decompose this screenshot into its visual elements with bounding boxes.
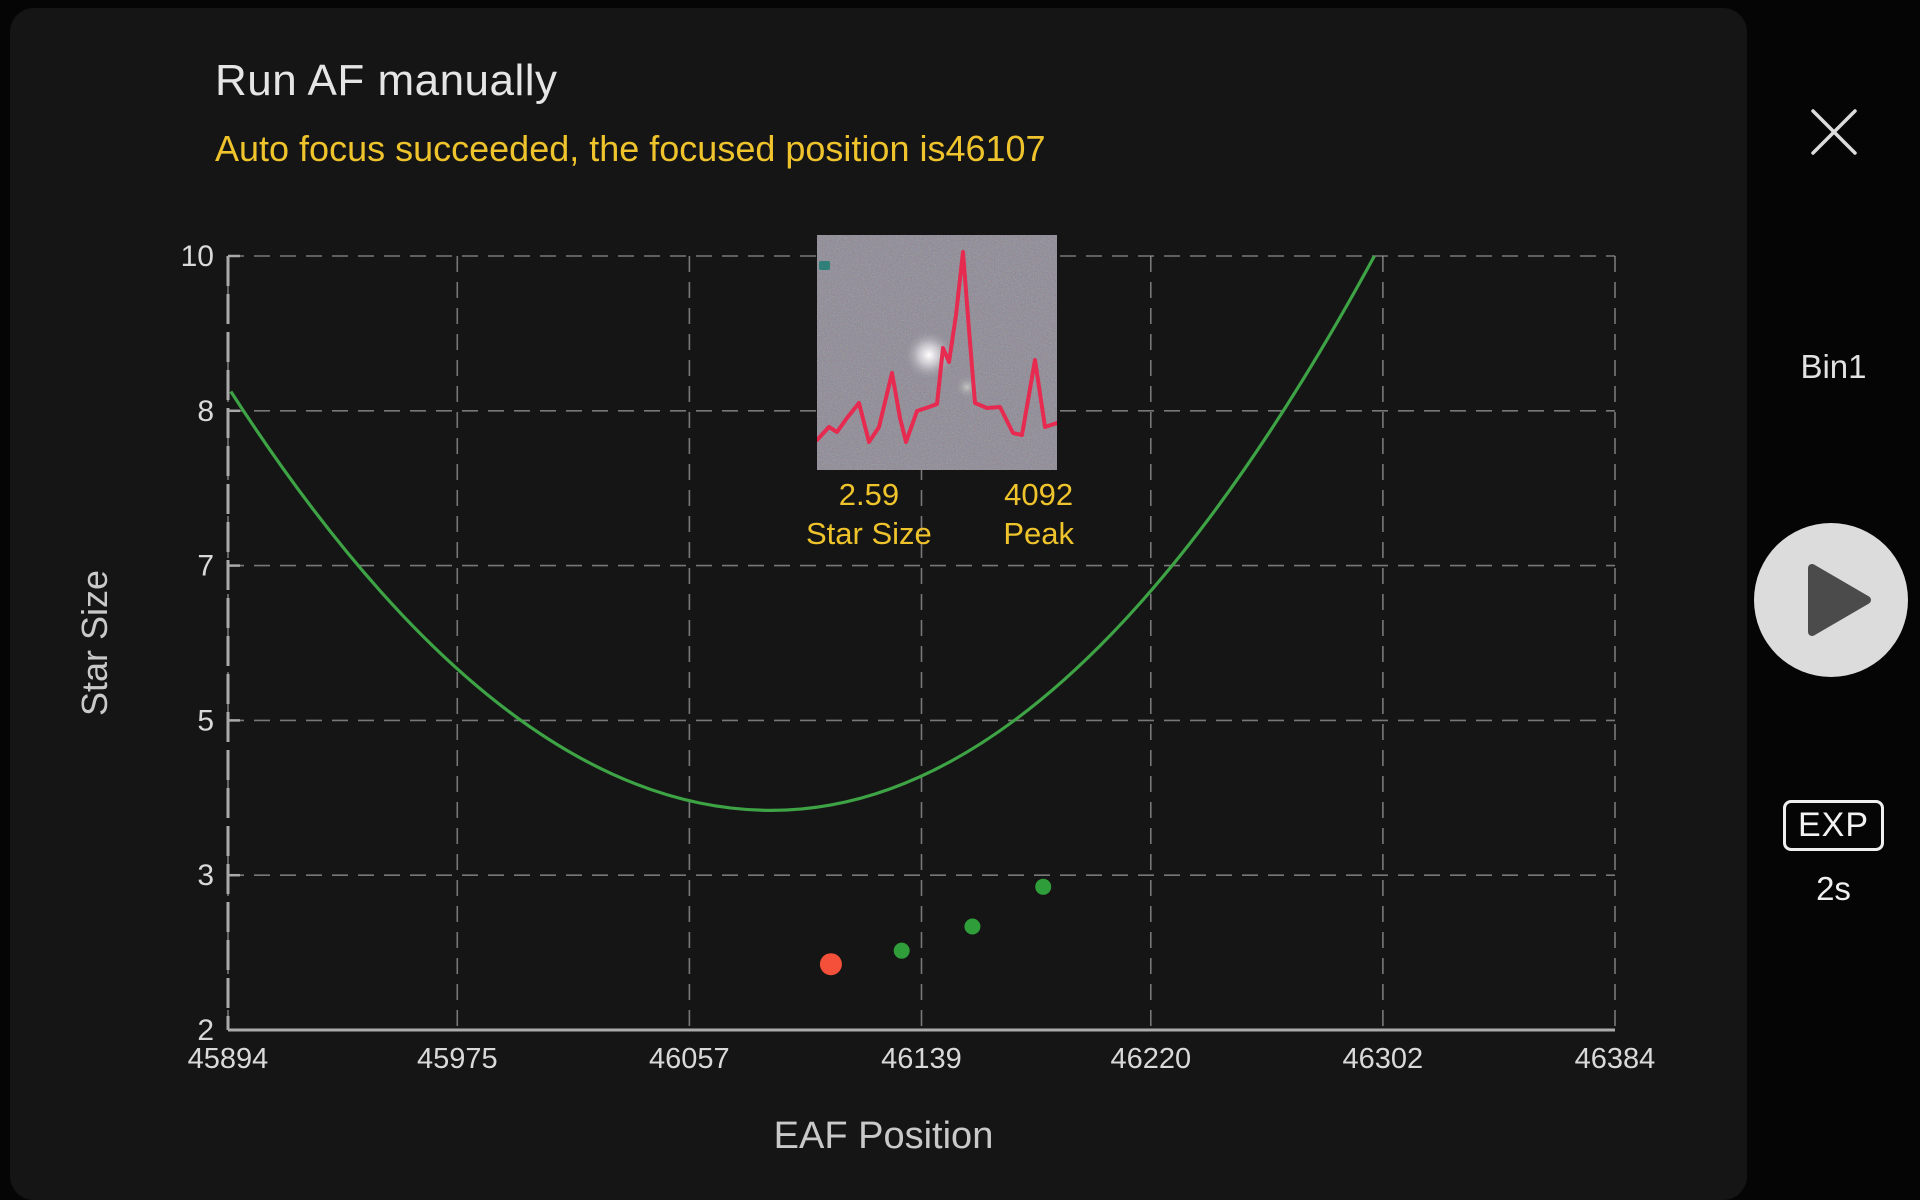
- star-size-value: 2.59: [838, 477, 900, 512]
- star-size-label: Star Size: [806, 515, 932, 551]
- x-tick-label: 46057: [649, 1043, 730, 1075]
- focused-position-point: [819, 953, 842, 976]
- y-tick-label: 10: [181, 240, 214, 273]
- star-metrics: 2.59 Star Size 4092 Peak: [806, 476, 1074, 554]
- play-button[interactable]: [1754, 523, 1908, 677]
- dialog-title: Run AF manually: [215, 56, 558, 105]
- fit-curve: [229, 255, 1376, 812]
- x-tick-label: 46384: [1575, 1043, 1656, 1075]
- close-icon: [1810, 109, 1857, 155]
- x-tick-label: 46220: [1110, 1043, 1191, 1075]
- peak-label: Peak: [1003, 515, 1074, 551]
- x-axis-title: EAF Position: [774, 1115, 994, 1157]
- exposure-button[interactable]: EXP: [1747, 800, 1920, 851]
- data-point: [1035, 878, 1052, 895]
- y-axis-title: Star Size: [74, 570, 115, 716]
- exposure-value-text: 2s: [1816, 870, 1851, 907]
- af-success-message: Auto focus succeeded, the focused positi…: [215, 128, 1046, 169]
- star-thumbnail: [815, 235, 1059, 470]
- hot-pixel: [819, 261, 830, 270]
- run-af-dialog: Run AF manually Auto focus succeeded, th…: [10, 8, 1747, 1200]
- y-tick-label: 8: [197, 395, 214, 428]
- x-tick-label: 45975: [417, 1043, 498, 1075]
- exp-badge: EXP: [1782, 800, 1885, 851]
- data-point: [964, 918, 981, 935]
- play-icon: [1808, 564, 1871, 636]
- y-tick-label: 5: [197, 704, 214, 737]
- exposure-value[interactable]: 2s: [1747, 870, 1920, 908]
- bin-label: Bin1: [1800, 348, 1867, 385]
- star-size-metric: 2.59 Star Size: [806, 476, 932, 554]
- star-profile-line: [815, 250, 1059, 444]
- y-tick-label: 3: [197, 859, 214, 892]
- x-tick-label: 46302: [1343, 1043, 1424, 1075]
- peak-value: 4092: [1004, 477, 1074, 512]
- x-tick-label: 46139: [881, 1043, 962, 1075]
- data-point: [893, 942, 910, 959]
- y-tick-label: 2: [197, 1014, 214, 1047]
- peak-metric: 4092 Peak: [1003, 476, 1074, 554]
- star-preview-image: [815, 235, 1059, 470]
- bin-setting[interactable]: Bin1: [1747, 348, 1920, 386]
- af-vcurve-chart: 45894 45975 46057 46139 46220 46302 46384 10 8 7 5…: [74, 240, 1656, 1157]
- close-button[interactable]: [1747, 104, 1920, 160]
- y-tick-label: 7: [197, 550, 214, 583]
- x-tick-label: 45894: [188, 1043, 269, 1075]
